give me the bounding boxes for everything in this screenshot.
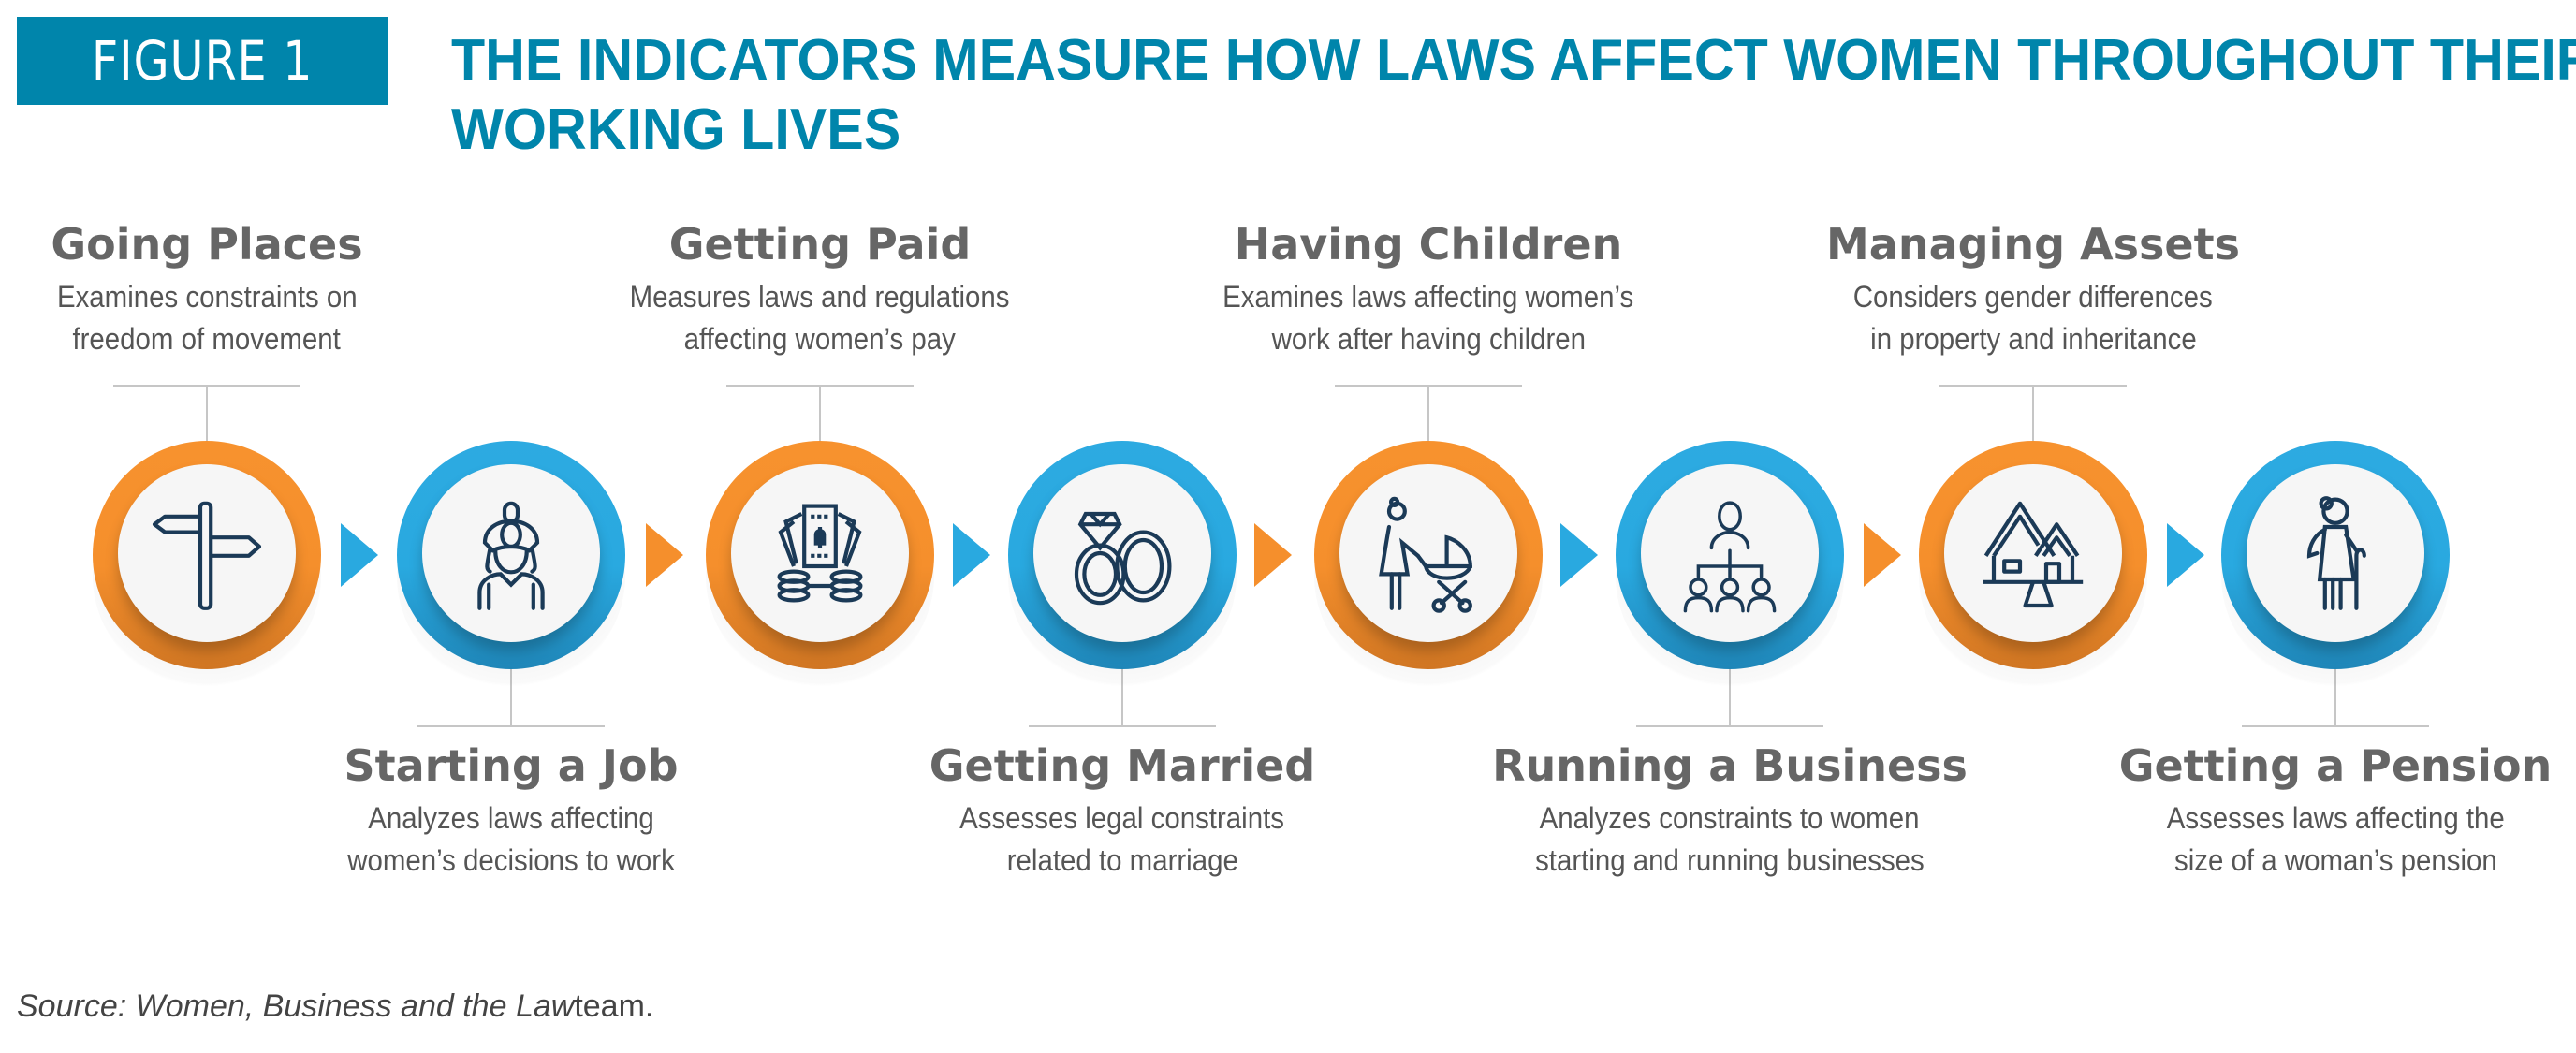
step-title: Having Children <box>1234 219 1623 270</box>
figure-title-line-2: WORKING LIVES <box>451 97 901 162</box>
step-title: Going Places <box>51 219 363 270</box>
step-starting-a-job-circle <box>397 441 625 690</box>
step-getting-paid-text: Getting Paid Measures laws and regulatio… <box>558 218 1082 360</box>
source-prefix: Source: Women, Business and the Law <box>17 988 575 1024</box>
step-title: Getting Married <box>929 740 1316 791</box>
arrow-right-icon <box>953 523 990 587</box>
step-getting-married-circle <box>1008 441 1237 690</box>
money-coins-icon <box>777 504 863 603</box>
connector-line <box>1121 667 1123 725</box>
connector-line <box>417 725 605 727</box>
figure-label-box: FIGURE 1 <box>17 17 388 105</box>
step-having-children-circle <box>1314 441 1543 690</box>
connector-line <box>1427 385 1429 443</box>
step-description: Assesses laws affecting the size of a wom… <box>2166 801 2505 877</box>
step-getting-a-pension-circle <box>2221 441 2450 690</box>
step-running-a-business-circle <box>1616 441 1844 690</box>
figure-title-line-1: THE INDICATORS MEASURE HOW LAWS AFFECT W… <box>451 28 2576 93</box>
step-description: Examines constraints on freedom of moveme… <box>56 280 358 356</box>
step-going-places-circle <box>93 441 321 690</box>
source-note: Source: Women, Business and the Law team… <box>17 988 653 1025</box>
step-title: Managing Assets <box>1826 219 2240 270</box>
figure-title: THE INDICATORS MEASURE HOW LAWS AFFECT W… <box>451 26 2576 165</box>
woman-worker-helmet-icon <box>477 501 545 610</box>
step-description: Examines laws affecting women’s work afte… <box>1222 280 1634 356</box>
step-having-children-text: Having Children Examines laws affecting … <box>1166 218 1690 360</box>
house-icon <box>1983 501 2084 608</box>
org-chart-people-icon <box>1683 501 1777 613</box>
signpost-icon <box>152 501 262 610</box>
connector-line <box>1729 667 1731 725</box>
connector-line <box>206 385 208 443</box>
arrow-right-icon <box>1254 523 1292 587</box>
wedding-rings-icon <box>1074 511 1172 606</box>
step-description: Considers gender differences in property … <box>1852 280 2214 356</box>
step-starting-a-job-text: Starting a Job Analyzes laws affecting wo… <box>249 739 773 882</box>
step-description: Analyzes constraints to women starting an… <box>1535 801 1925 877</box>
source-suffix: team. <box>574 988 654 1024</box>
connector-line <box>2334 667 2336 725</box>
step-title: Getting Paid <box>668 219 972 270</box>
connector-line <box>1636 725 1823 727</box>
arrow-right-icon <box>341 523 378 587</box>
step-title: Starting a Job <box>344 740 679 791</box>
connector-line <box>2032 385 2034 443</box>
arrow-right-icon <box>1864 523 1901 587</box>
mother-stroller-icon <box>1379 496 1472 613</box>
step-getting-a-pension-text: Getting a Pension Assesses laws affectin… <box>2073 739 2576 882</box>
step-title: Getting a Pension <box>2118 740 2553 791</box>
step-going-places-text: Going Places Examines constraints on free… <box>0 218 469 360</box>
step-description: Measures laws and regulations affecting w… <box>630 280 1010 356</box>
step-running-a-business-text: Running a Business Analyzes constraints … <box>1468 739 1992 882</box>
arrow-right-icon <box>1560 523 1598 587</box>
step-title: Running a Business <box>1492 740 1968 791</box>
step-getting-paid-circle <box>706 441 934 690</box>
step-getting-married-text: Getting Married Assesses legal constrain… <box>860 739 1384 882</box>
step-description: Analyzes laws affecting women’s decisions… <box>347 801 675 877</box>
arrow-right-icon <box>2167 523 2204 587</box>
step-description: Assesses legal constraints related to mar… <box>959 801 1285 877</box>
figure-label: FIGURE 1 <box>92 29 314 93</box>
step-managing-assets-circle <box>1919 441 2147 690</box>
connector-line <box>819 385 821 443</box>
connector-line <box>1029 725 1216 727</box>
step-managing-assets-text: Managing Assets Considers gender differe… <box>1771 218 2295 360</box>
connector-line <box>510 667 512 725</box>
connector-line <box>2242 725 2429 727</box>
elderly-woman-cane-icon <box>2306 496 2366 610</box>
arrow-right-icon <box>646 523 683 587</box>
